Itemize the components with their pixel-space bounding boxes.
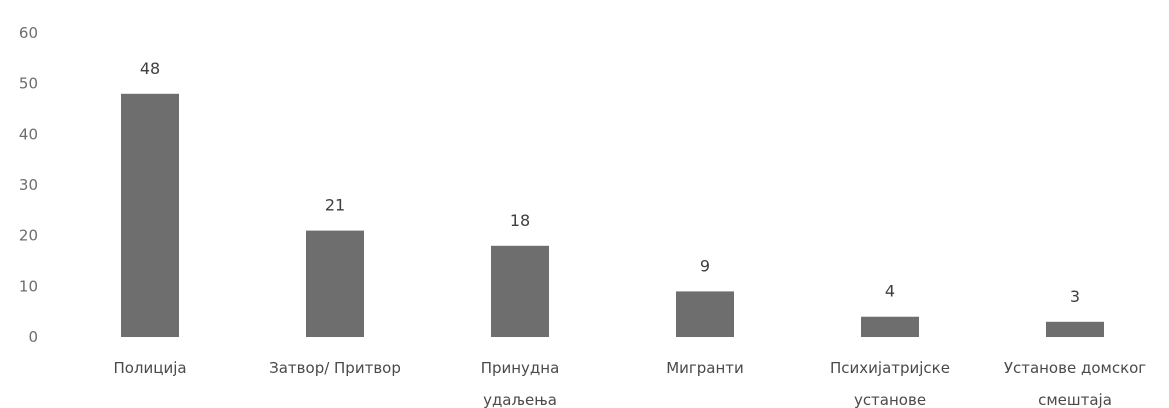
data-label: 3 <box>1070 287 1080 306</box>
category-label: установе <box>854 391 926 408</box>
category-label: Мигранти <box>666 359 744 377</box>
bar <box>306 230 364 337</box>
y-tick-label: 60 <box>19 24 38 42</box>
bar <box>861 316 919 337</box>
y-tick-label: 50 <box>19 75 38 93</box>
bar <box>491 245 549 337</box>
category-label: смештаја <box>1038 391 1112 408</box>
category-label: Принудна <box>481 359 560 377</box>
bar <box>1046 321 1104 337</box>
y-tick-label: 0 <box>28 328 38 346</box>
data-labels: 48 21 18 9 4 3 <box>140 59 1080 306</box>
category-label: Психијатријске <box>830 359 950 377</box>
bar <box>121 93 179 337</box>
category-label: Полиција <box>113 359 186 377</box>
data-label: 9 <box>700 256 710 275</box>
bars <box>121 93 1104 337</box>
category-label: Затвор/ Притвор <box>269 359 401 377</box>
data-label: 18 <box>510 211 530 230</box>
data-label: 4 <box>885 282 895 301</box>
y-axis-ticks: 0 10 20 30 40 50 60 <box>19 24 38 346</box>
y-tick-label: 40 <box>19 125 38 143</box>
y-tick-label: 30 <box>19 176 38 194</box>
category-label: удаљења <box>483 391 557 408</box>
bar <box>676 291 734 337</box>
category-labels: Полиција Затвор/ Притвор Принудна удаљења Ми… <box>113 359 1146 408</box>
data-label: 21 <box>325 196 345 215</box>
data-label: 48 <box>140 59 160 78</box>
y-tick-label: 10 <box>19 277 38 295</box>
y-tick-label: 20 <box>19 227 38 245</box>
category-label: Установе домског <box>1004 359 1146 377</box>
